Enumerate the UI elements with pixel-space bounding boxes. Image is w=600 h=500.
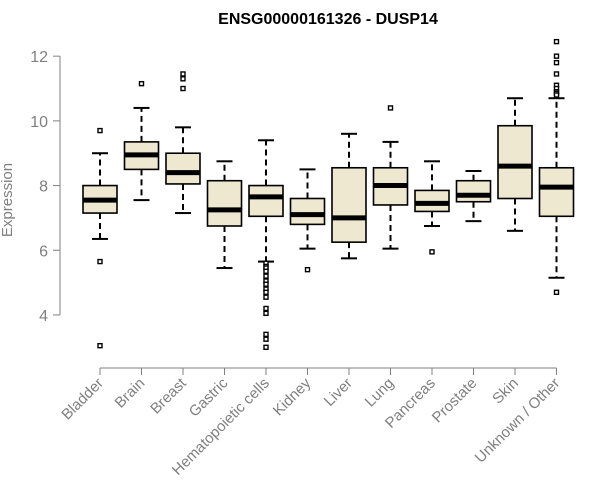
iqr-box <box>331 166 367 243</box>
box-breast <box>165 71 201 215</box>
outlier-point <box>97 258 103 265</box>
box-gastric <box>206 160 243 270</box>
x-tick-label: Bladder <box>58 375 107 424</box>
outlier-point <box>180 85 186 92</box>
outlier-point <box>263 289 269 296</box>
outlier-point <box>553 53 560 59</box>
box-unknown-other <box>538 38 575 296</box>
y-tick-label: 4 <box>39 308 48 325</box>
box-lung <box>372 105 409 250</box>
y-tick-label: 10 <box>30 114 48 131</box>
box-skin <box>497 97 533 232</box>
box-kidney <box>289 168 326 273</box>
outlier-point <box>263 344 269 350</box>
outlier-point <box>180 71 186 77</box>
outlier-point <box>263 273 269 279</box>
x-tick-label: Breast <box>147 374 190 417</box>
y-axis: 4 6 8 10 12 <box>30 49 61 325</box>
iqr-box <box>538 166 575 218</box>
outlier-point <box>263 310 269 317</box>
outlier-point <box>553 59 560 66</box>
outlier-point <box>97 342 103 349</box>
outlier-point <box>138 80 145 87</box>
outlier-point <box>553 38 560 45</box>
outlier-point <box>553 92 560 98</box>
iqr-box <box>165 152 201 185</box>
x-tick-label: Kidney <box>270 374 315 419</box>
iqr-box <box>206 179 243 227</box>
box-bladder <box>82 127 118 349</box>
iqr-box <box>248 184 284 218</box>
y-tick-label: 6 <box>39 243 48 260</box>
x-tick-label: Lung <box>362 375 398 411</box>
outlier-point <box>304 266 311 273</box>
x-tick-label: Prostate <box>429 375 481 427</box>
outlier-point <box>263 281 269 287</box>
outlier-point <box>263 294 269 300</box>
iqr-box <box>497 124 533 200</box>
box-pancreas <box>414 160 450 255</box>
iqr-box <box>289 197 326 226</box>
outlier-point <box>553 71 560 77</box>
chart-title: ENSG00000161326 - DUSP14 <box>218 11 438 28</box>
outlier-point <box>263 331 269 338</box>
box-prostate <box>455 170 492 223</box>
y-axis-label: Expression <box>0 163 16 237</box>
outlier-point <box>429 249 435 255</box>
outlier-point <box>180 76 186 82</box>
box-hematopoietic-cells <box>248 139 284 350</box>
outlier-point <box>387 105 394 111</box>
box-brain <box>123 80 160 202</box>
outlier-point <box>553 289 560 296</box>
x-tick-label: Liver <box>321 375 356 410</box>
outlier-point <box>263 305 269 312</box>
box-liver <box>331 132 367 260</box>
x-tick-label: Brain <box>112 375 149 412</box>
iqr-box <box>455 179 492 203</box>
plot-area <box>82 38 575 350</box>
y-tick-label: 8 <box>39 179 48 196</box>
outlier-point <box>97 127 103 134</box>
outlier-point <box>263 336 269 342</box>
y-tick-label: 12 <box>30 49 48 66</box>
outlier-point <box>263 268 269 274</box>
x-tick-label: Skin <box>489 375 522 408</box>
